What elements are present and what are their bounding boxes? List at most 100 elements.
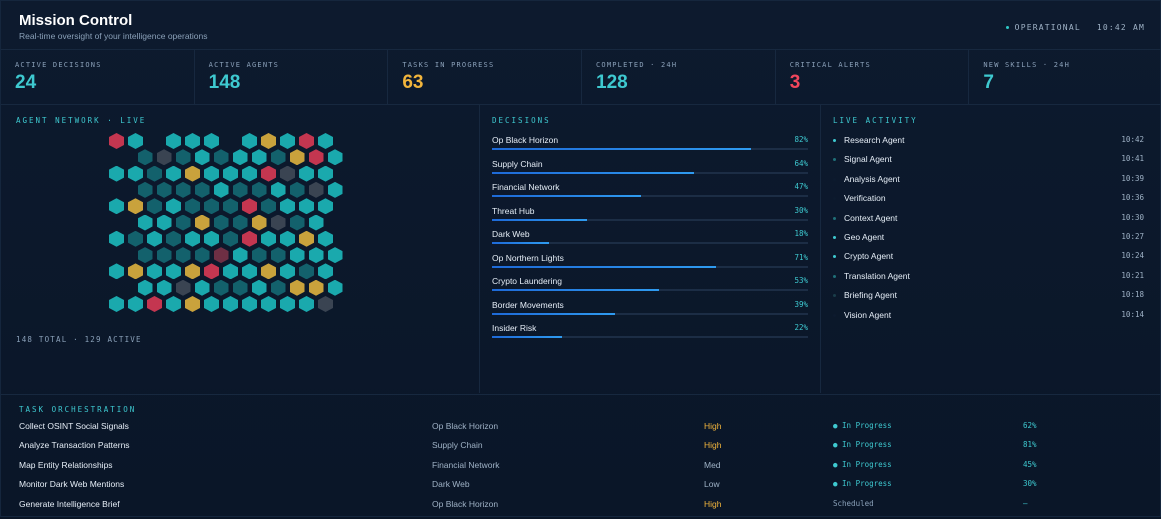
agent-node[interactable] — [232, 214, 248, 231]
agent-node[interactable] — [147, 263, 162, 280]
agent-node[interactable] — [213, 279, 229, 296]
agent-node[interactable] — [299, 296, 314, 312]
agent-node[interactable] — [223, 198, 238, 215]
agent-node[interactable] — [204, 198, 219, 215]
agent-node[interactable] — [308, 279, 324, 296]
agent-node[interactable] — [261, 263, 276, 280]
agent-node[interactable] — [327, 247, 343, 264]
agent-node[interactable] — [261, 133, 276, 149]
agent-node[interactable] — [270, 181, 286, 198]
agent-node[interactable] — [166, 263, 181, 280]
decision-row[interactable]: Border Movements 39% — [492, 300, 808, 322]
activity-item[interactable]: Geo Agent 10:27 — [833, 232, 1144, 250]
agent-node[interactable] — [223, 165, 238, 182]
agent-node[interactable] — [318, 263, 333, 280]
agent-node[interactable] — [318, 198, 333, 215]
activity-item[interactable]: Vision Agent 10:14 — [833, 310, 1144, 328]
agent-node[interactable] — [251, 214, 267, 231]
decision-row[interactable]: Threat Hub 30% — [492, 206, 808, 228]
activity-item[interactable]: Research Agent 10:42 — [833, 135, 1144, 153]
agent-node[interactable] — [308, 214, 324, 231]
agent-node[interactable] — [242, 230, 257, 247]
agent-node[interactable] — [308, 247, 324, 264]
agent-node[interactable] — [128, 296, 143, 312]
agent-node[interactable] — [223, 296, 238, 312]
task-row[interactable]: Monitor Dark Web Mentions Dark Web Low ● In… — [1, 479, 1161, 498]
agent-node[interactable] — [185, 263, 200, 280]
agent-node[interactable] — [232, 247, 248, 264]
agent-node[interactable] — [327, 181, 343, 198]
agent-node[interactable] — [109, 133, 124, 149]
agent-node[interactable] — [147, 296, 162, 312]
agent-node[interactable] — [270, 279, 286, 296]
agent-node[interactable] — [232, 279, 248, 296]
agent-node[interactable] — [175, 214, 191, 231]
task-row[interactable]: Collect OSINT Social Signals Op Black Hor… — [1, 421, 1161, 440]
agent-node[interactable] — [261, 198, 276, 215]
decision-row[interactable]: Crypto Laundering 53% — [492, 276, 808, 298]
stat-card[interactable]: COMPLETED · 24H 128 — [582, 50, 776, 104]
agent-node[interactable] — [204, 133, 219, 149]
agent-node[interactable] — [128, 230, 143, 247]
agent-node[interactable] — [175, 279, 191, 296]
agent-node[interactable] — [109, 165, 124, 182]
agent-node[interactable] — [194, 247, 210, 264]
agent-node[interactable] — [223, 230, 238, 247]
agent-node[interactable] — [289, 181, 305, 198]
activity-item[interactable]: Briefing Agent 10:18 — [833, 290, 1144, 308]
agent-node[interactable] — [156, 247, 172, 264]
activity-item[interactable]: Translation Agent 10:21 — [833, 271, 1144, 289]
agent-node[interactable] — [156, 181, 172, 198]
decision-row[interactable]: Financial Network 47% — [492, 182, 808, 204]
agent-node[interactable] — [156, 149, 172, 166]
agent-node[interactable] — [166, 198, 181, 215]
agent-node[interactable] — [156, 279, 172, 296]
agent-node[interactable] — [261, 230, 276, 247]
agent-node[interactable] — [251, 247, 267, 264]
stat-card[interactable]: ACTIVE DECISIONS 24 — [1, 50, 195, 104]
agent-node[interactable] — [327, 149, 343, 166]
agent-node[interactable] — [137, 279, 153, 296]
activity-item[interactable]: Crypto Agent 10:24 — [833, 251, 1144, 269]
agent-node[interactable] — [185, 296, 200, 312]
stat-card[interactable]: TASKS IN PROGRESS 63 — [388, 50, 583, 104]
agent-node[interactable] — [166, 230, 181, 247]
agent-node[interactable] — [280, 263, 295, 280]
agent-node[interactable] — [137, 149, 153, 166]
agent-node[interactable] — [299, 198, 314, 215]
agent-node[interactable] — [223, 263, 238, 280]
stat-card[interactable]: CRITICAL ALERTS 3 — [776, 50, 970, 104]
agent-node[interactable] — [128, 133, 143, 149]
agent-node[interactable] — [185, 230, 200, 247]
agent-node[interactable] — [232, 149, 248, 166]
agent-node[interactable] — [109, 263, 124, 280]
agent-node[interactable] — [318, 230, 333, 247]
agent-node[interactable] — [128, 198, 143, 215]
agent-node[interactable] — [280, 296, 295, 312]
agent-node[interactable] — [318, 296, 333, 312]
agent-node[interactable] — [280, 165, 295, 182]
agent-node[interactable] — [242, 133, 257, 149]
agent-node[interactable] — [280, 198, 295, 215]
agent-node[interactable] — [242, 165, 257, 182]
agent-node[interactable] — [232, 181, 248, 198]
agent-node[interactable] — [128, 165, 143, 182]
stat-card[interactable]: NEW SKILLS · 24H 7 — [969, 50, 1161, 104]
agent-node[interactable] — [261, 165, 276, 182]
agent-node[interactable] — [166, 133, 181, 149]
agent-node[interactable] — [147, 165, 162, 182]
activity-item[interactable]: Signal Agent 10:41 — [833, 154, 1144, 172]
agent-node[interactable] — [318, 165, 333, 182]
agent-node[interactable] — [185, 165, 200, 182]
agent-node[interactable] — [261, 296, 276, 312]
decision-row[interactable]: Insider Risk 22% — [492, 323, 808, 345]
agent-node[interactable] — [166, 165, 181, 182]
agent-node[interactable] — [270, 149, 286, 166]
agent-node[interactable] — [251, 181, 267, 198]
activity-item[interactable]: Verification 10:36 — [833, 193, 1144, 211]
agent-node[interactable] — [242, 296, 257, 312]
agent-node[interactable] — [128, 263, 143, 280]
agent-node[interactable] — [308, 149, 324, 166]
decision-row[interactable]: Dark Web 18% — [492, 229, 808, 251]
agent-node[interactable] — [270, 214, 286, 231]
